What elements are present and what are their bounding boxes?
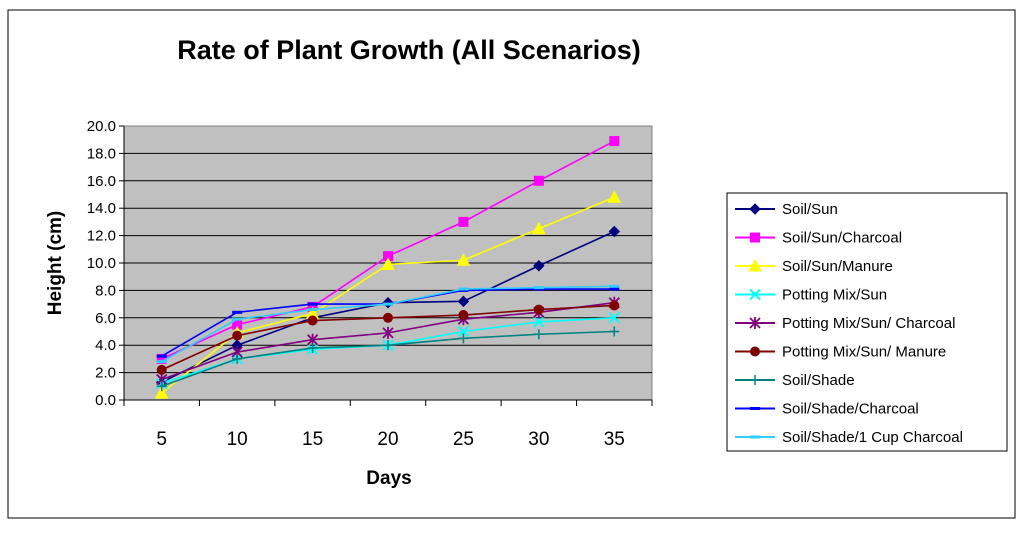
data-point bbox=[156, 360, 167, 364]
y-tick-label: 18.0 bbox=[87, 145, 116, 162]
data-point bbox=[609, 287, 620, 291]
y-tick-label: 4.0 bbox=[95, 337, 116, 354]
series-7 bbox=[156, 326, 620, 392]
series-2 bbox=[156, 136, 620, 364]
legend-item: Soil/Shade/Charcoal bbox=[735, 401, 919, 418]
data-point bbox=[609, 136, 620, 147]
data-point bbox=[608, 312, 620, 324]
x-tick-label: 25 bbox=[453, 429, 474, 450]
data-point bbox=[154, 386, 169, 399]
data-point bbox=[609, 300, 620, 311]
data-point bbox=[749, 317, 761, 329]
data-point bbox=[750, 435, 760, 439]
y-tick-label: 14.0 bbox=[87, 200, 116, 217]
legend-item: Soil/Sun/Charcoal bbox=[735, 230, 902, 247]
legend-label: Soil/Sun/Charcoal bbox=[782, 230, 902, 247]
data-point bbox=[307, 315, 318, 326]
y-tick-label: 20.0 bbox=[87, 118, 116, 135]
series-layer bbox=[154, 136, 622, 399]
data-point bbox=[457, 295, 470, 308]
x-axis-label: Days bbox=[366, 468, 411, 489]
data-point bbox=[458, 333, 469, 344]
data-point bbox=[749, 288, 761, 301]
data-point bbox=[533, 260, 545, 272]
data-point bbox=[383, 312, 393, 323]
data-point bbox=[458, 216, 469, 227]
data-point bbox=[381, 257, 395, 270]
y-tick-label: 10.0 bbox=[87, 255, 116, 272]
data-point bbox=[232, 353, 243, 364]
x-tick-label: 30 bbox=[528, 429, 549, 450]
data-point bbox=[533, 329, 544, 340]
data-point bbox=[232, 317, 243, 321]
data-point bbox=[156, 354, 167, 358]
data-point bbox=[748, 258, 762, 272]
legend-item: Potting Mix/Sun bbox=[735, 287, 887, 304]
data-point bbox=[307, 302, 318, 306]
x-tick-label: 20 bbox=[377, 429, 398, 450]
data-point bbox=[533, 316, 545, 328]
x-tick-label: 15 bbox=[302, 429, 323, 450]
y-tick-label: 16.0 bbox=[87, 173, 116, 190]
legend-item: Soil/Sun/Manure bbox=[735, 258, 893, 275]
legend-label: Potting Mix/Sun/ Charcoal bbox=[782, 315, 955, 332]
data-point bbox=[232, 330, 243, 341]
data-point bbox=[532, 221, 546, 235]
x-tick-label: 5 bbox=[156, 429, 167, 450]
legend: Soil/Sun Soil/Sun/Charcoal Soil/Sun/Manure… bbox=[735, 201, 963, 446]
data-point bbox=[609, 326, 620, 337]
data-point bbox=[749, 203, 761, 215]
legend-label: Soil/Sun/Manure bbox=[782, 258, 893, 275]
data-point bbox=[533, 286, 544, 290]
legend-label: Soil/Shade bbox=[782, 372, 855, 389]
legend-item: Soil/Shade/1 Cup Charcoal bbox=[735, 429, 963, 446]
data-point bbox=[456, 253, 471, 266]
x-tick-label: 10 bbox=[227, 429, 248, 450]
legend-label: Potting Mix/Sun/ Manure bbox=[782, 344, 946, 361]
data-point bbox=[382, 326, 394, 339]
data-point bbox=[458, 310, 469, 321]
data-point bbox=[307, 342, 318, 353]
data-point bbox=[383, 302, 393, 306]
legend-item: Potting Mix/Sun/ Manure bbox=[735, 344, 946, 361]
data-point bbox=[609, 284, 620, 288]
chart-title: Rate of Plant Growth (All Scenarios) bbox=[177, 35, 641, 65]
legend-item: Potting Mix/Sun/ Charcoal bbox=[735, 315, 955, 332]
data-point bbox=[156, 364, 167, 375]
data-point bbox=[533, 304, 544, 315]
data-point bbox=[458, 287, 469, 291]
x-tick-label: 35 bbox=[604, 429, 625, 450]
data-point bbox=[608, 225, 620, 238]
y-tick-label: 0.0 bbox=[95, 392, 116, 409]
series-9 bbox=[156, 284, 620, 364]
data-point bbox=[750, 346, 760, 357]
data-point bbox=[750, 375, 760, 385]
data-point bbox=[607, 190, 622, 203]
data-point bbox=[750, 407, 760, 410]
legend-label: Soil/Shade/Charcoal bbox=[782, 401, 919, 418]
data-point bbox=[307, 308, 318, 312]
x-axis: 5 10 15 20 25 30 35 bbox=[123, 399, 653, 450]
y-tick-label: 6.0 bbox=[95, 310, 116, 327]
data-point bbox=[750, 232, 760, 243]
data-point bbox=[383, 340, 393, 351]
y-tick-label: 12.0 bbox=[87, 228, 116, 245]
y-tick-label: 8.0 bbox=[95, 282, 116, 299]
series-6 bbox=[156, 300, 620, 375]
y-tick-label: 2.0 bbox=[95, 365, 116, 382]
legend-label: Soil/Shade/1 Cup Charcoal bbox=[782, 429, 963, 446]
data-point bbox=[533, 175, 544, 186]
data-point bbox=[156, 381, 167, 392]
data-point bbox=[232, 310, 243, 314]
y-axis: 0.0 2.0 4.0 6.0 8.0 10.0 12.0 14.0 16.0 18.0 20.0 bbox=[87, 118, 125, 409]
legend-label: Soil/Sun bbox=[782, 201, 838, 218]
legend-label: Potting Mix/Sun bbox=[782, 287, 887, 304]
legend-item: Soil/Sun bbox=[735, 201, 838, 218]
legend-item: Soil/Shade bbox=[735, 372, 855, 389]
y-axis-label: Height (cm) bbox=[45, 211, 66, 316]
data-point bbox=[457, 325, 470, 338]
